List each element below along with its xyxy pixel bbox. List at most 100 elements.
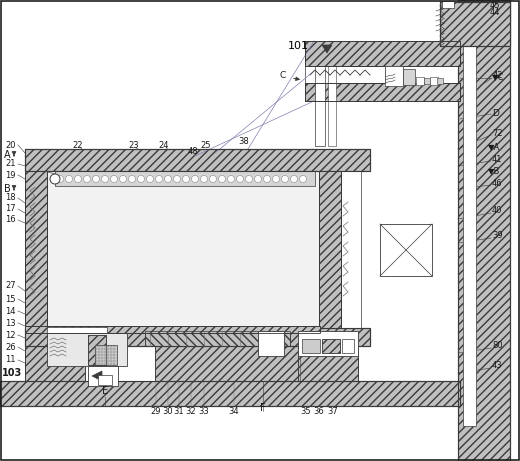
Bar (25, 171, 47, 328)
Text: 35: 35 (300, 407, 310, 415)
Bar (88, 335, 106, 365)
Text: 27: 27 (5, 282, 16, 290)
Text: 19: 19 (5, 171, 16, 179)
Circle shape (84, 176, 90, 183)
Circle shape (66, 176, 72, 183)
Circle shape (155, 176, 162, 183)
Bar (98, 375, 112, 385)
Bar (385, 66, 403, 86)
Bar (155, 346, 300, 381)
Bar (258, 331, 284, 356)
Text: 37: 37 (327, 407, 338, 415)
Circle shape (201, 176, 207, 183)
Polygon shape (92, 371, 102, 381)
Bar (302, 339, 320, 353)
Bar (416, 77, 424, 85)
Circle shape (111, 176, 118, 183)
Bar (298, 346, 358, 381)
Text: 38: 38 (238, 136, 249, 146)
Bar (437, 78, 443, 84)
Text: 101: 101 (288, 41, 309, 51)
Bar (95, 345, 117, 365)
Text: 31: 31 (173, 407, 184, 415)
Bar (319, 171, 341, 328)
Text: 12: 12 (5, 331, 16, 339)
Text: 11: 11 (5, 355, 16, 365)
Circle shape (300, 176, 306, 183)
Bar (25, 346, 355, 381)
Circle shape (93, 176, 99, 183)
Bar (341, 171, 361, 328)
Text: 32: 32 (185, 407, 196, 415)
Text: 46: 46 (492, 178, 503, 188)
Bar (440, 2, 510, 46)
Text: 14: 14 (5, 307, 16, 315)
Text: B: B (4, 184, 11, 194)
Circle shape (183, 176, 189, 183)
Circle shape (291, 176, 297, 183)
Text: 15: 15 (5, 295, 16, 303)
Bar (25, 346, 85, 381)
Bar (458, 0, 510, 461)
Bar (25, 328, 370, 346)
Bar (322, 339, 340, 353)
Bar (25, 171, 47, 328)
Text: 103: 103 (2, 368, 22, 378)
Circle shape (237, 176, 243, 183)
Bar (298, 331, 358, 356)
Bar (55, 171, 315, 186)
Bar (305, 41, 460, 66)
Text: 26: 26 (5, 343, 16, 351)
Bar (380, 224, 432, 276)
Bar (430, 77, 438, 85)
Circle shape (74, 176, 82, 183)
Text: D: D (492, 108, 499, 118)
Bar (315, 66, 325, 146)
Text: 13: 13 (5, 319, 16, 327)
Text: 23: 23 (128, 141, 139, 149)
Bar (440, 2, 510, 46)
Text: 43: 43 (492, 361, 503, 371)
Circle shape (50, 174, 60, 184)
Bar (305, 83, 460, 101)
Bar (442, 1, 454, 8)
Bar (463, 41, 476, 426)
Text: 25: 25 (200, 141, 211, 149)
Polygon shape (322, 45, 332, 53)
Text: E: E (102, 386, 108, 396)
Text: ▼B: ▼B (488, 166, 500, 176)
Text: 34: 34 (228, 407, 239, 415)
Text: 21: 21 (5, 160, 16, 169)
Circle shape (120, 176, 126, 183)
Bar (298, 346, 358, 381)
Text: 20: 20 (5, 141, 16, 149)
Circle shape (137, 176, 145, 183)
Bar (88, 335, 106, 365)
Text: C: C (280, 71, 286, 81)
Bar (155, 346, 300, 381)
Circle shape (281, 176, 289, 183)
Text: 17: 17 (5, 205, 16, 213)
Text: F: F (260, 403, 266, 413)
Circle shape (218, 176, 226, 183)
Text: 24: 24 (158, 141, 168, 149)
Circle shape (57, 176, 63, 183)
Bar (319, 171, 341, 328)
Circle shape (128, 176, 136, 183)
Circle shape (228, 176, 235, 183)
Text: 80: 80 (492, 342, 503, 350)
Text: 42: 42 (493, 71, 503, 81)
Bar (424, 78, 430, 84)
Text: 18: 18 (5, 194, 16, 202)
Bar (0, 381, 460, 406)
Text: A: A (4, 150, 10, 160)
Bar (322, 339, 340, 353)
Text: 72: 72 (492, 129, 503, 137)
Bar (305, 41, 460, 66)
Text: 30: 30 (162, 407, 173, 415)
Text: 39: 39 (492, 231, 503, 241)
Text: 22: 22 (72, 141, 83, 149)
Circle shape (147, 176, 153, 183)
Bar (342, 339, 354, 353)
Bar (88, 366, 118, 386)
